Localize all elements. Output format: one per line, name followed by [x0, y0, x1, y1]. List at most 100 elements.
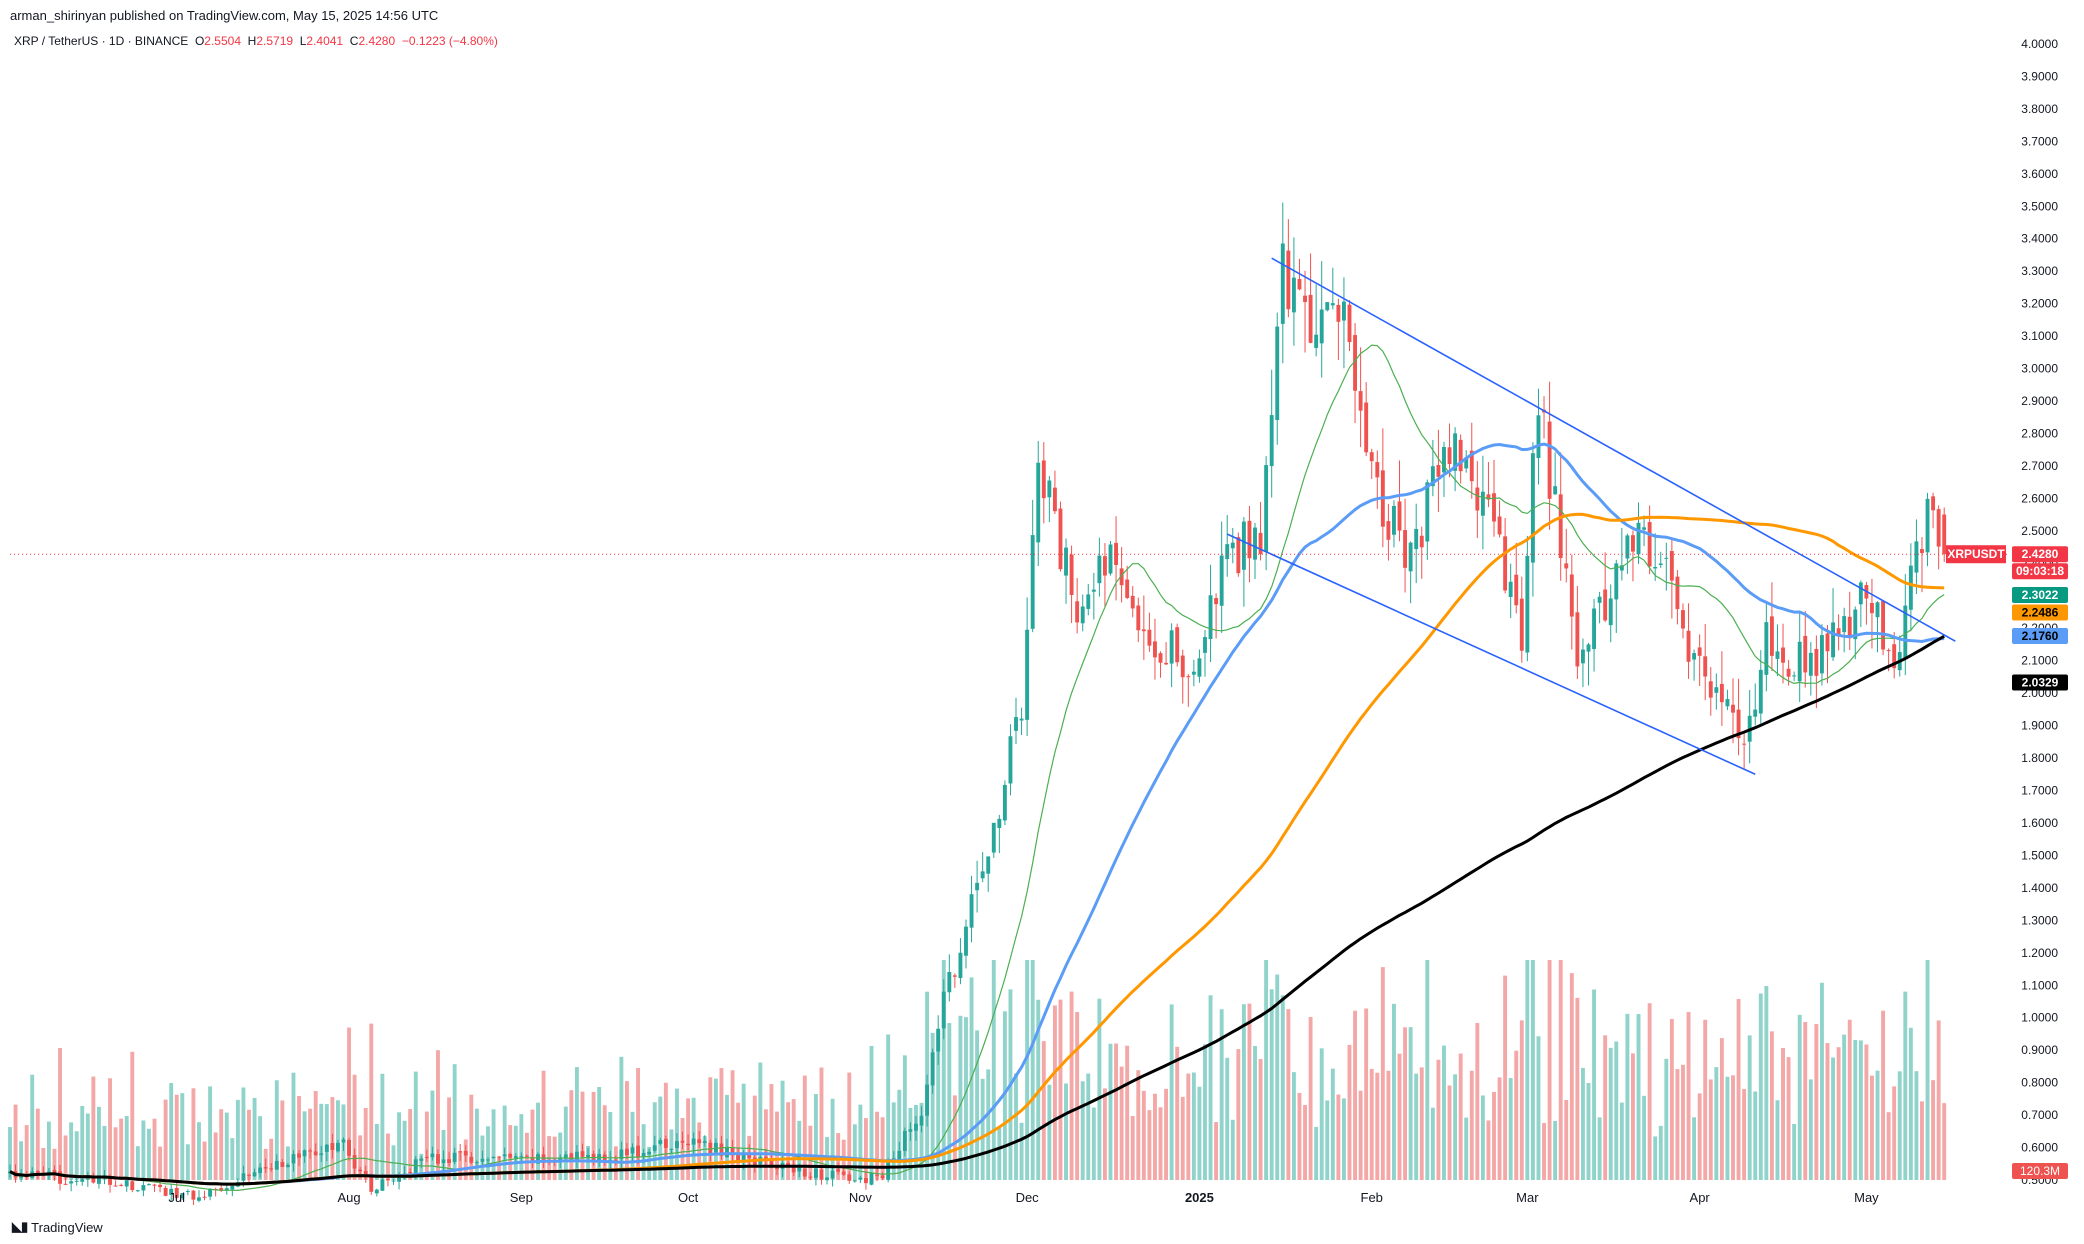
candle	[436, 1149, 440, 1167]
candle	[247, 1173, 251, 1183]
candle	[875, 1167, 880, 1182]
candle	[1731, 678, 1735, 744]
candle	[1681, 603, 1685, 639]
time-axis[interactable]: Jul Aug Sep Oct Nov Dec 2025 Feb Mar Apr May	[168, 1190, 1879, 1205]
volume-bar	[108, 1078, 112, 1180]
candle	[1258, 501, 1263, 561]
symbol-legend: XRP / TetherUS · 1D · BINANCE O2.5504 H2…	[14, 34, 498, 48]
candle	[1580, 638, 1585, 688]
candle	[1619, 527, 1624, 581]
volume-bar	[1130, 1115, 1135, 1180]
candle	[1208, 564, 1213, 662]
candle	[908, 1122, 913, 1141]
volume-bar	[886, 1034, 891, 1180]
volume-bar	[769, 1084, 774, 1180]
candle	[1075, 578, 1080, 634]
volume-bar	[269, 1138, 274, 1180]
candle	[1314, 284, 1319, 357]
candle	[1141, 595, 1146, 660]
candle	[1325, 302, 1330, 312]
candle	[1925, 492, 1930, 567]
y-tick-label: 3.2000	[2021, 297, 2058, 311]
volume-bar	[219, 1109, 224, 1180]
y-tick-label: 1.2000	[2021, 946, 2058, 960]
tradingview-brand[interactable]: ◣▮ TradingView	[12, 1219, 103, 1235]
volume-bar	[1642, 1095, 1647, 1180]
volume-bar	[636, 1068, 641, 1180]
volume-bar	[1781, 1047, 1785, 1180]
candle	[1597, 591, 1602, 624]
candle	[1808, 642, 1813, 696]
volume-bar	[1141, 1090, 1146, 1180]
svg-text:2.3022: 2.3022	[2022, 588, 2059, 602]
volume-bar	[986, 1069, 991, 1180]
volume-bar	[569, 1090, 574, 1180]
volume-bar	[1469, 1070, 1474, 1180]
candle	[1753, 683, 1758, 726]
candle	[880, 1171, 885, 1181]
candle	[1864, 581, 1869, 625]
candle	[1358, 347, 1363, 448]
candle	[1025, 597, 1030, 736]
candle	[1008, 724, 1013, 796]
volume-bar	[802, 1075, 807, 1180]
volume-bar	[625, 1081, 629, 1180]
volume-bar	[758, 1062, 763, 1180]
candle	[1469, 422, 1474, 499]
volume-bar	[1925, 960, 1930, 1180]
candle	[652, 1135, 657, 1153]
candle	[580, 1143, 585, 1158]
candle	[1347, 300, 1352, 352]
volume-bar	[1758, 993, 1763, 1180]
volume-bar	[1203, 1044, 1207, 1180]
volume-bar	[1353, 1010, 1357, 1180]
candle	[1831, 588, 1835, 661]
volume-bar	[997, 1127, 1002, 1180]
volume-bar	[469, 1094, 474, 1180]
volume-bar	[380, 1073, 385, 1180]
volume-bar	[941, 960, 946, 1180]
candle	[841, 1167, 846, 1177]
candle	[1614, 559, 1619, 633]
candle	[352, 1148, 357, 1177]
volume-bar	[797, 1120, 802, 1180]
candle	[1303, 270, 1307, 353]
volume-bar	[1442, 1045, 1446, 1180]
symbol-name[interactable]: XRP / TetherUS · 1D · BINANCE	[14, 34, 189, 48]
y-tick-label: 2.9000	[2021, 394, 2058, 408]
volume-bar	[1075, 1012, 1080, 1180]
candle	[1041, 442, 1046, 524]
candle	[1275, 312, 1280, 445]
volume-bar	[1708, 1079, 1713, 1180]
volume-bar	[224, 1112, 229, 1180]
candle	[1214, 593, 1219, 639]
candle	[863, 1170, 868, 1190]
volume-bar	[297, 1095, 301, 1180]
volume-bar	[241, 1087, 246, 1180]
candle	[1158, 651, 1163, 678]
volume-bar	[1280, 995, 1285, 1180]
channel-lower-line	[1226, 533, 1756, 776]
volume-bar	[1592, 989, 1596, 1180]
candle	[330, 1134, 335, 1159]
volume-bar	[430, 1090, 435, 1180]
volume-bar	[830, 1098, 835, 1180]
y-tick-label: 1.6000	[2021, 816, 2058, 830]
candle	[1186, 674, 1191, 707]
candle	[625, 1143, 629, 1160]
y-tick-label: 3.0000	[2021, 362, 2058, 376]
volume-bar	[741, 1083, 746, 1180]
volume-bar	[1358, 1090, 1363, 1180]
volume-bar	[808, 1125, 813, 1180]
candle	[914, 1115, 918, 1141]
volume-bar	[1503, 975, 1508, 1180]
candle	[902, 1127, 907, 1157]
volume-bar	[775, 1111, 779, 1180]
candle	[1052, 470, 1057, 514]
y-tick-label: 1.7000	[2021, 784, 2058, 798]
candle	[919, 1106, 924, 1133]
candle	[1764, 603, 1769, 692]
volume-bar	[1803, 1021, 1808, 1180]
volume-bar	[1386, 1070, 1391, 1180]
